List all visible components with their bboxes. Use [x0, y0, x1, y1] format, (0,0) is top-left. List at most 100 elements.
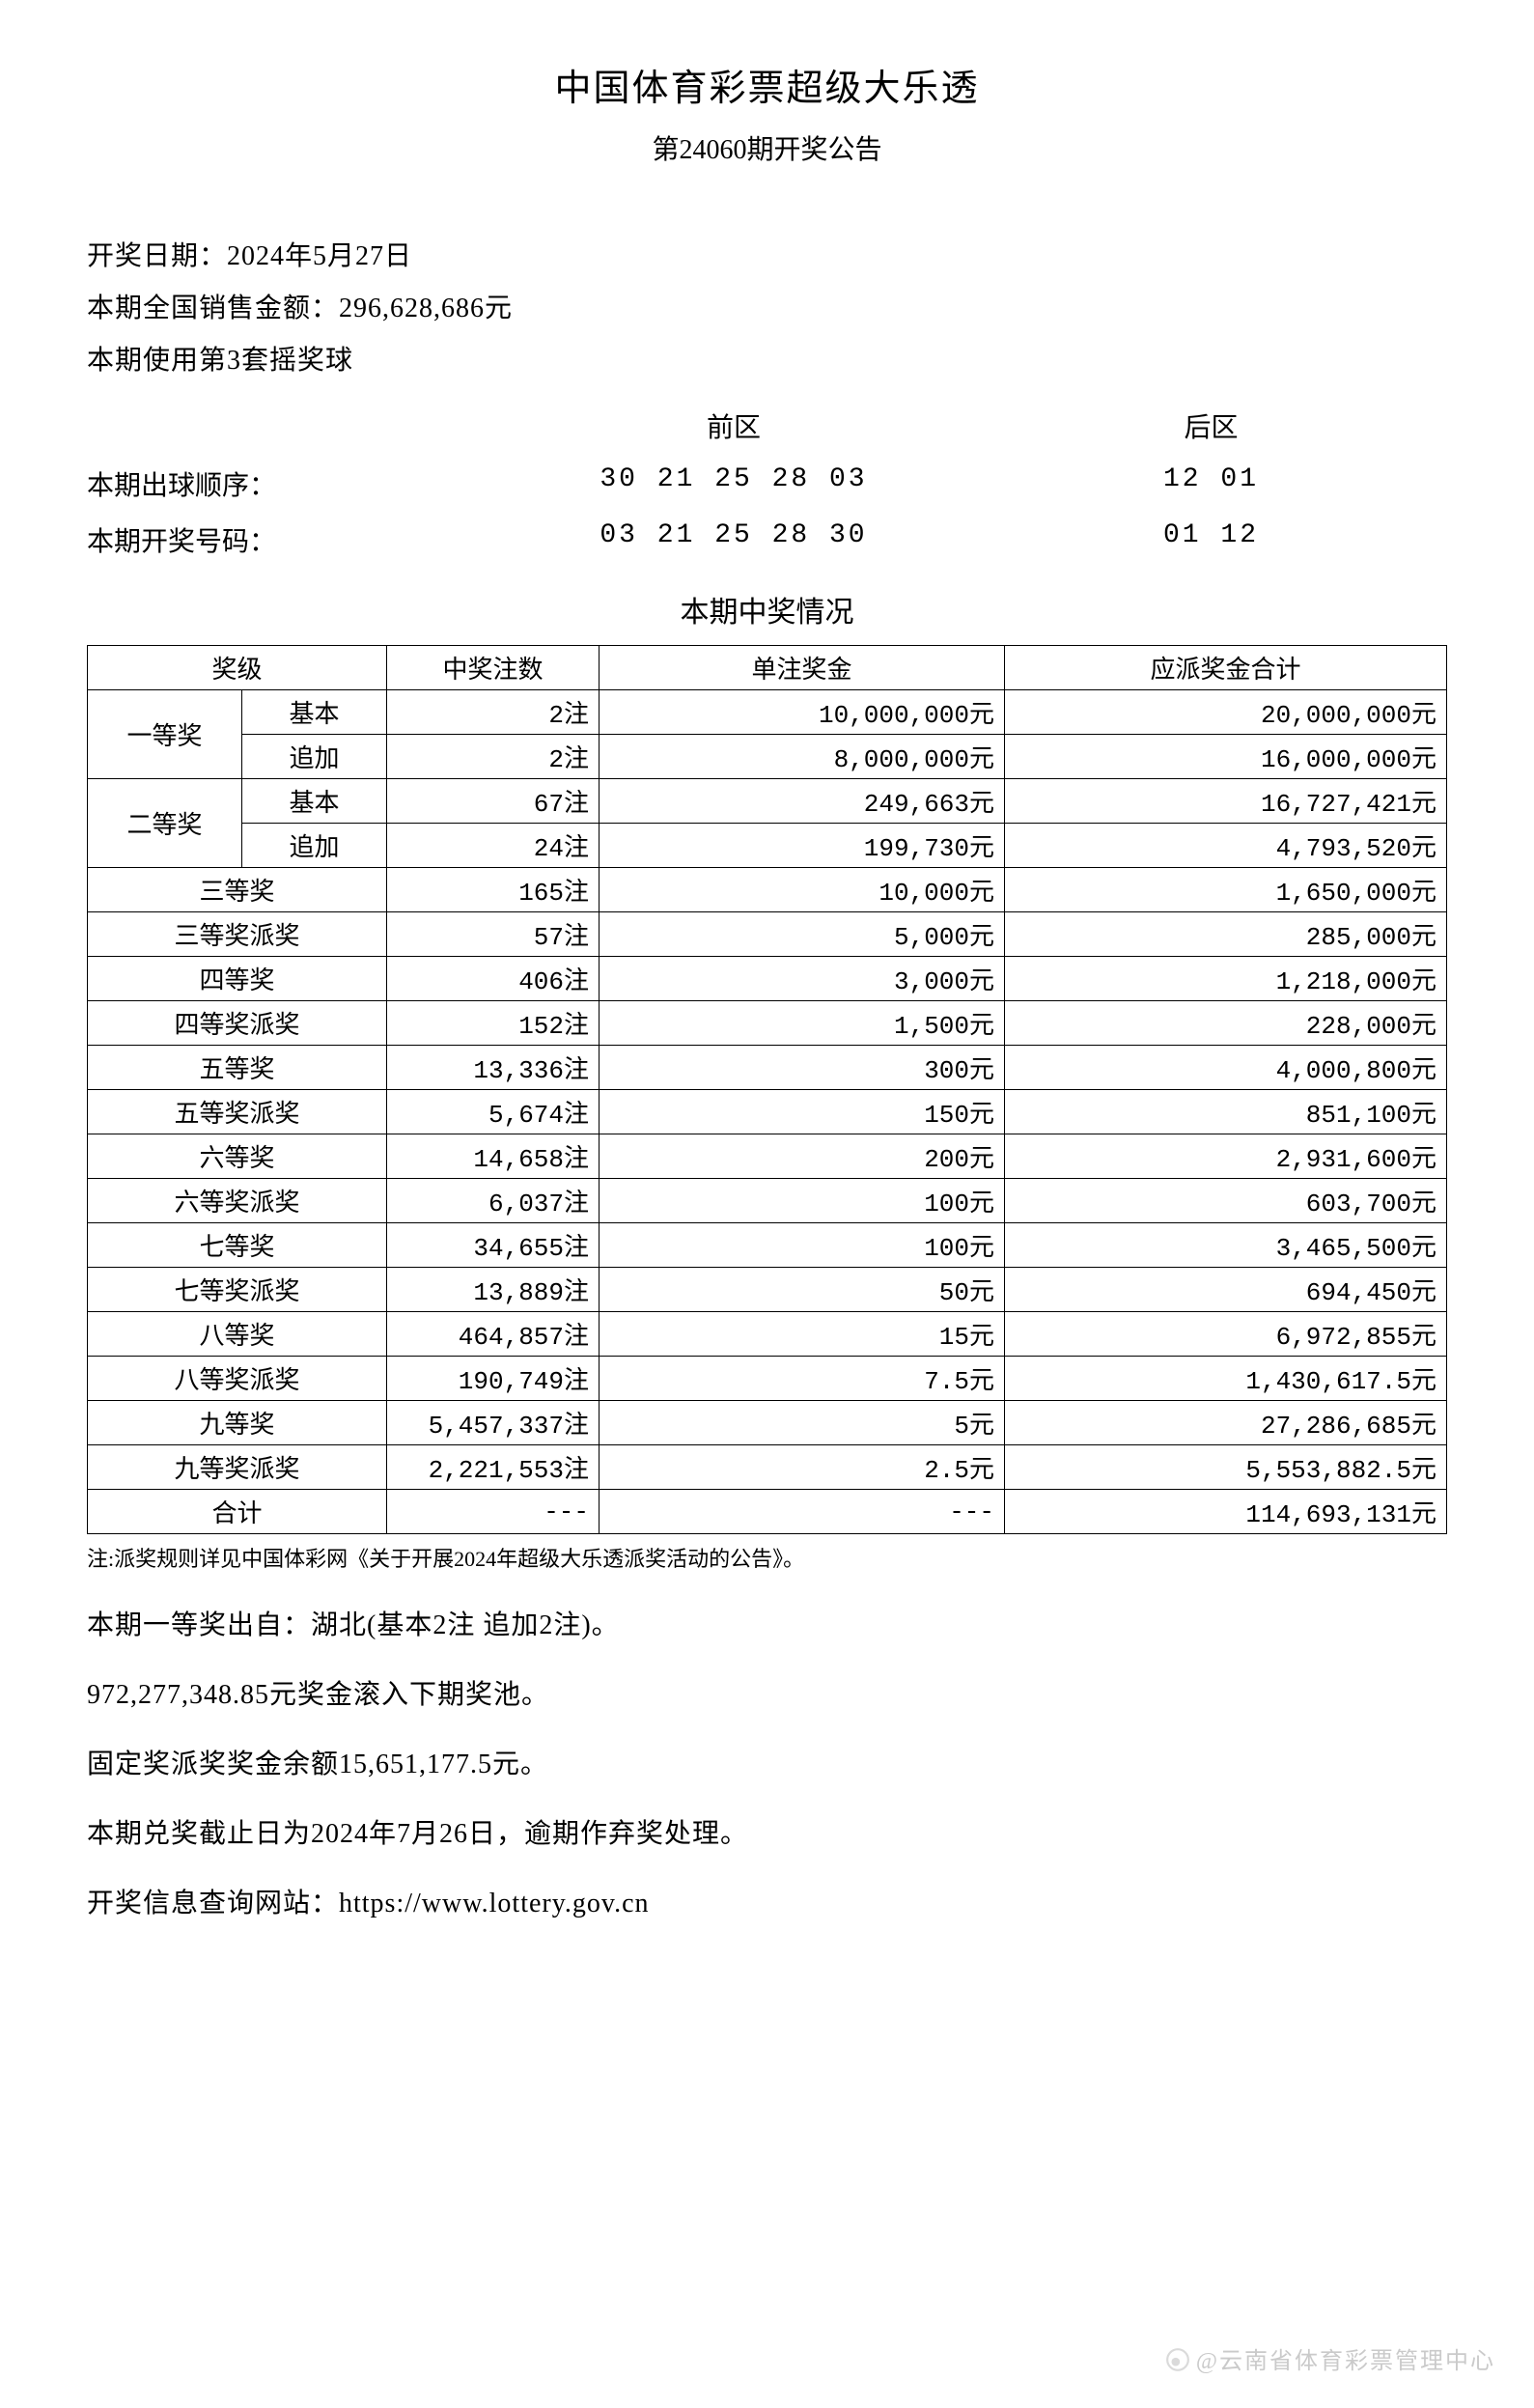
prize-count: 57注: [387, 912, 600, 957]
numbers-section: 前区 后区 本期出球顺序： 30 21 25 28 03 12 01 本期开奖号…: [87, 406, 1447, 559]
table-row: 九等奖派奖2,221,553注2.5元5,553,882.5元: [88, 1445, 1447, 1490]
sum-total: 114,693,131元: [1005, 1490, 1447, 1534]
ball-set-line: 本期使用第3套摇奖球: [87, 339, 1447, 378]
prize-total: 1,430,617.5元: [1005, 1357, 1447, 1401]
table-row: 五等奖派奖5,674注150元851,100元: [88, 1090, 1447, 1134]
prize-total: 6,972,855元: [1005, 1312, 1447, 1357]
prize-amount: 100元: [600, 1179, 1005, 1223]
prize-amount: 2.5元: [600, 1445, 1005, 1490]
table-row: 七等奖34,655注100元3,465,500元: [88, 1223, 1447, 1268]
header-amount: 单注奖金: [600, 646, 1005, 690]
prize-table: 奖级 中奖注数 单注奖金 应派奖金合计 一等奖基本2注10,000,000元20…: [87, 645, 1447, 1534]
prize-total: 1,218,000元: [1005, 957, 1447, 1001]
prize-amount: 10,000元: [600, 868, 1005, 912]
sum-amount: ---: [600, 1490, 1005, 1534]
page-title: 中国体育彩票超级大乐透: [87, 58, 1447, 111]
draw-order-back: 12 01: [975, 464, 1447, 503]
prize-subtype: 基本: [242, 779, 387, 824]
origin-line: 本期一等奖出自：湖北(基本2注 追加2注)。: [87, 1604, 1447, 1642]
winning-numbers-back: 01 12: [975, 520, 1447, 559]
prize-level: 二等奖: [88, 779, 242, 868]
draw-order-front: 30 21 25 28 03: [492, 464, 975, 503]
prize-total: 16,727,421元: [1005, 779, 1447, 824]
prize-count: 2注: [387, 735, 600, 779]
prize-count: 14,658注: [387, 1134, 600, 1179]
prize-amount: 8,000,000元: [600, 735, 1005, 779]
page-subtitle: 第24060期开奖公告: [87, 128, 1447, 167]
prize-amount: 100元: [600, 1223, 1005, 1268]
prize-total: 285,000元: [1005, 912, 1447, 957]
prize-total: 27,286,685元: [1005, 1401, 1447, 1445]
prize-count: 464,857注: [387, 1312, 600, 1357]
prize-total: 1,650,000元: [1005, 868, 1447, 912]
table-row: 四等奖派奖152注1,500元228,000元: [88, 1001, 1447, 1046]
winning-numbers-front: 03 21 25 28 30: [492, 520, 975, 559]
table-sum-row: 合计------114,693,131元: [88, 1490, 1447, 1534]
table-row: 六等奖14,658注200元2,931,600元: [88, 1134, 1447, 1179]
prize-count: 24注: [387, 824, 600, 868]
prize-amount: 1,500元: [600, 1001, 1005, 1046]
prize-section-title: 本期中奖情况: [87, 588, 1447, 630]
prize-count: 67注: [387, 779, 600, 824]
table-row: 八等奖派奖190,749注7.5元1,430,617.5元: [88, 1357, 1447, 1401]
table-row: 八等奖464,857注15元6,972,855元: [88, 1312, 1447, 1357]
draw-date-line: 开奖日期：2024年5月27日: [87, 235, 1447, 273]
winning-numbers-label: 本期开奖号码：: [87, 520, 492, 559]
prize-amount: 150元: [600, 1090, 1005, 1134]
prize-total: 2,931,600元: [1005, 1134, 1447, 1179]
prize-total: 20,000,000元: [1005, 690, 1447, 735]
prize-total: 4,000,800元: [1005, 1046, 1447, 1090]
sum-label: 合计: [88, 1490, 387, 1534]
prize-count: 13,336注: [387, 1046, 600, 1090]
prize-amount: 300元: [600, 1046, 1005, 1090]
prize-level: 六等奖派奖: [88, 1179, 387, 1223]
prize-amount: 199,730元: [600, 824, 1005, 868]
table-row: 追加24注199,730元4,793,520元: [88, 824, 1447, 868]
sales-amount-line: 本期全国销售金额：296,628,686元: [87, 287, 1447, 325]
prize-level: 四等奖派奖: [88, 1001, 387, 1046]
prize-amount: 249,663元: [600, 779, 1005, 824]
table-row: 六等奖派奖6,037注100元603,700元: [88, 1179, 1447, 1223]
prize-count: 152注: [387, 1001, 600, 1046]
area-headers: 前区 后区: [87, 406, 1447, 445]
prize-amount: 5元: [600, 1401, 1005, 1445]
prize-level: 六等奖: [88, 1134, 387, 1179]
front-area-label: 前区: [492, 406, 975, 445]
table-row: 五等奖13,336注300元4,000,800元: [88, 1046, 1447, 1090]
table-row: 四等奖406注3,000元1,218,000元: [88, 957, 1447, 1001]
prize-total: 4,793,520元: [1005, 824, 1447, 868]
bonus-rule-note: 注:派奖规则详见中国体彩网《关于开展2024年超级大乐透派奖活动的公告》。: [87, 1542, 1447, 1573]
website-line: 开奖信息查询网站：https://www.lottery.gov.cn: [87, 1882, 1447, 1920]
prize-count: 190,749注: [387, 1357, 600, 1401]
prize-amount: 10,000,000元: [600, 690, 1005, 735]
table-row: 七等奖派奖13,889注50元694,450元: [88, 1268, 1447, 1312]
deadline-line: 本期兑奖截止日为2024年7月26日，逾期作弃奖处理。: [87, 1812, 1447, 1851]
prize-count: 6,037注: [387, 1179, 600, 1223]
table-header-row: 奖级 中奖注数 单注奖金 应派奖金合计: [88, 646, 1447, 690]
prize-amount: 50元: [600, 1268, 1005, 1312]
prize-level: 三等奖: [88, 868, 387, 912]
watermark: @云南省体育彩票管理中心: [1165, 2341, 1495, 2379]
watermark-text: @云南省体育彩票管理中心: [1196, 2349, 1495, 2374]
prize-level: 一等奖: [88, 690, 242, 779]
prize-level: 八等奖: [88, 1312, 387, 1357]
draw-order-label: 本期出球顺序：: [87, 464, 492, 503]
table-row: 九等奖5,457,337注5元27,286,685元: [88, 1401, 1447, 1445]
prize-subtype: 基本: [242, 690, 387, 735]
prize-amount: 200元: [600, 1134, 1005, 1179]
prize-total: 228,000元: [1005, 1001, 1447, 1046]
prize-subtype: 追加: [242, 735, 387, 779]
table-row: 三等奖165注10,000元1,650,000元: [88, 868, 1447, 912]
prize-count: 5,674注: [387, 1090, 600, 1134]
table-row: 二等奖基本67注249,663元16,727,421元: [88, 779, 1447, 824]
table-row: 追加2注8,000,000元16,000,000元: [88, 735, 1447, 779]
prize-count: 165注: [387, 868, 600, 912]
prize-count: 13,889注: [387, 1268, 600, 1312]
rollover-line: 972,277,348.85元奖金滚入下期奖池。: [87, 1673, 1447, 1712]
prize-level: 九等奖派奖: [88, 1445, 387, 1490]
fixed-balance-line: 固定奖派奖奖金余额15,651,177.5元。: [87, 1743, 1447, 1781]
prize-total: 694,450元: [1005, 1268, 1447, 1312]
draw-order-row: 本期出球顺序： 30 21 25 28 03 12 01: [87, 464, 1447, 503]
header-count: 中奖注数: [387, 646, 600, 690]
prize-subtype: 追加: [242, 824, 387, 868]
